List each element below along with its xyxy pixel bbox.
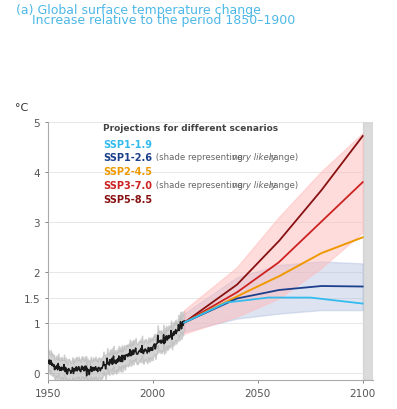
Text: (shade representing: (shade representing (153, 180, 246, 189)
Text: (a) Global surface temperature change: (a) Global surface temperature change (16, 4, 261, 17)
Text: Increase relative to the period 1850–1900: Increase relative to the period 1850–190… (16, 14, 295, 27)
Text: (shade representing: (shade representing (153, 153, 246, 162)
Text: range): range) (268, 180, 299, 189)
Bar (363, 123, 373, 380)
Text: SSP5-8.5: SSP5-8.5 (103, 194, 152, 204)
Text: very likely: very likely (231, 180, 276, 189)
Text: SSP2-4.5: SSP2-4.5 (103, 167, 152, 177)
Text: °C: °C (15, 102, 28, 112)
Text: very likely: very likely (231, 153, 276, 162)
Text: SSP3-7.0: SSP3-7.0 (103, 180, 152, 191)
Text: SSP1-2.6: SSP1-2.6 (103, 153, 152, 163)
Text: range): range) (268, 153, 299, 162)
Text: SSP1-1.9: SSP1-1.9 (103, 139, 152, 149)
Text: Projections for different scenarios: Projections for different scenarios (103, 124, 278, 133)
